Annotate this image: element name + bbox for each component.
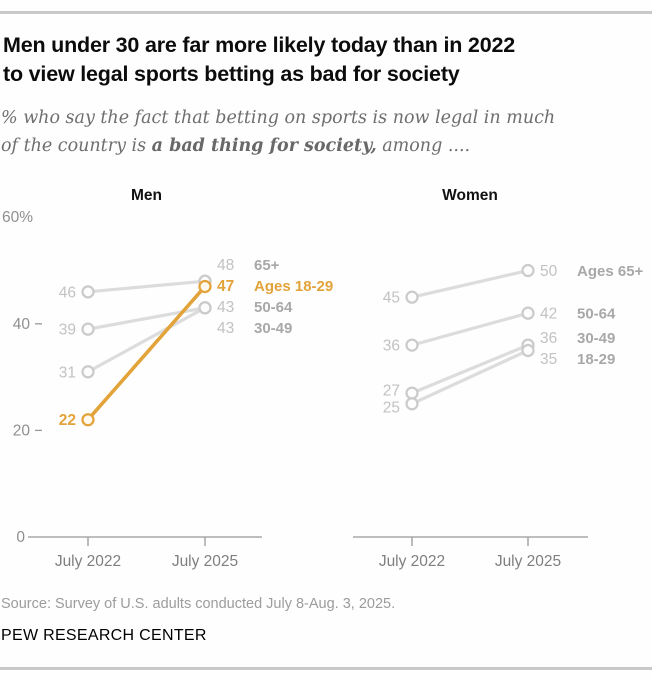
data-point <box>405 397 419 411</box>
value-label-2025: 50 <box>540 263 558 280</box>
data-point-highlight <box>81 413 95 427</box>
value-label-2025: 43 <box>217 299 234 316</box>
chart-subtitle: % who say the fact that betting on sport… <box>1 104 652 160</box>
value-label-2022: 27 <box>383 382 400 399</box>
x-axis-tick-label: July 2025 <box>495 553 561 570</box>
source-note: Source: Survey of U.S. adults conducted … <box>1 596 396 612</box>
data-point <box>405 290 419 304</box>
slope-line <box>410 348 530 406</box>
value-label-2025: 36 <box>540 330 557 347</box>
data-point <box>405 386 419 400</box>
slope-line-highlight <box>86 284 207 422</box>
value-label-2022: 25 <box>383 399 400 416</box>
y-axis-label: 40 <box>13 316 31 333</box>
x-axis-tick-label: July 2022 <box>379 553 445 570</box>
top-divider <box>0 11 652 14</box>
y-axis-label: 60% <box>2 209 33 226</box>
panel-title: Women <box>442 187 498 204</box>
data-point-highlight <box>198 279 212 294</box>
series-label: 30-49 <box>577 330 615 347</box>
series-label: 18-29 <box>577 351 615 368</box>
data-point <box>521 306 535 320</box>
slope-line <box>86 306 207 374</box>
data-point <box>521 343 535 358</box>
value-label-2022: 39 <box>59 322 76 339</box>
value-label-2022: 36 <box>383 338 400 355</box>
series-label: Ages 18-29 <box>254 278 333 295</box>
bottom-divider <box>0 667 652 670</box>
series-label: Ages 65+ <box>577 263 644 280</box>
data-point <box>81 365 95 379</box>
data-point <box>198 301 212 315</box>
data-point <box>81 322 95 336</box>
series-label: 50-64 <box>254 299 293 316</box>
data-point <box>405 338 419 352</box>
value-label-2025: 47 <box>217 278 234 295</box>
slope-chart: 60% 40 20 0 Men July 2022 July 2025 46 22 39 31 48 6… <box>2 187 644 570</box>
y-axis-label: 20 <box>13 422 31 439</box>
x-axis-tick-label: July 2025 <box>172 553 238 570</box>
data-point <box>521 263 535 278</box>
slope-line <box>410 343 530 395</box>
value-label-2025: 42 <box>540 306 557 323</box>
title-line-2: to view legal sports betting as bad for … <box>3 62 460 86</box>
series-label: 30-49 <box>254 320 292 337</box>
slope-line <box>86 279 207 294</box>
value-label-2025: 48 <box>217 257 234 274</box>
brand-label: PEW RESEARCH CENTER <box>1 627 207 644</box>
value-label-2025: 35 <box>540 351 557 368</box>
y-axis-label: 0 <box>16 529 25 546</box>
data-point <box>81 285 95 299</box>
value-label-2022: 22 <box>59 412 76 429</box>
page-title: Men under 30 are far more likely today t… <box>3 31 646 89</box>
slope-line <box>410 268 530 299</box>
x-axis-tick-label: July 2022 <box>55 553 121 570</box>
slope-line <box>410 311 530 347</box>
subtitle-line-2: of the country is a bad thing for societ… <box>1 136 471 156</box>
value-label-2022: 46 <box>59 284 76 301</box>
title-line-1: Men under 30 are far more likely today t… <box>3 33 515 57</box>
value-label-2022: 45 <box>383 290 400 307</box>
series-label: 50-64 <box>577 306 616 323</box>
panel-men: Men July 2022 July 2025 46 22 39 31 48 65+ 47 Ages… <box>28 187 333 570</box>
panel-title: Men <box>131 187 162 204</box>
value-label-2022: 31 <box>59 364 76 381</box>
value-label-2025: 43 <box>217 320 234 337</box>
subtitle-line-1: % who say the fact that betting on sport… <box>1 108 556 128</box>
series-label: 65+ <box>254 257 280 274</box>
